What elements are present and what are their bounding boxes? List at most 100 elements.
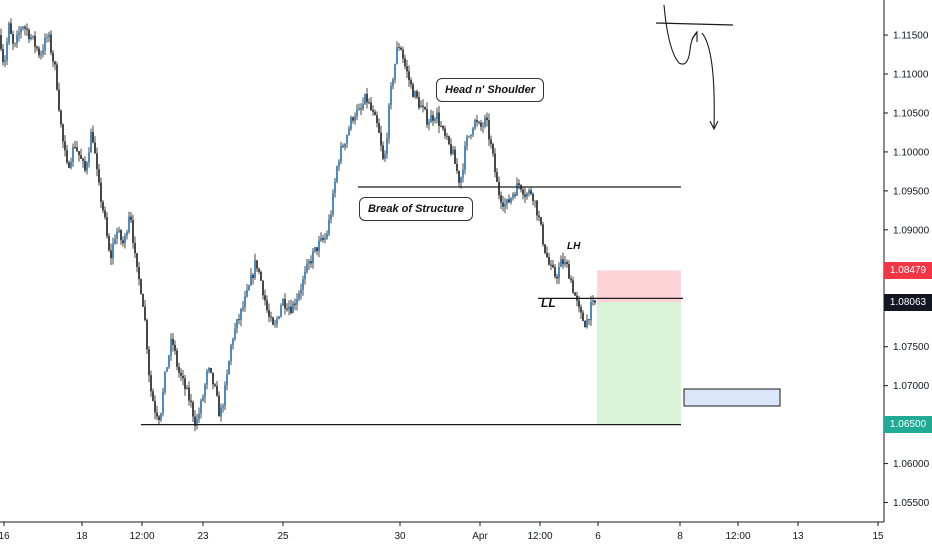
candle-body	[352, 117, 354, 121]
candle-body	[568, 264, 570, 279]
candle-body	[360, 108, 362, 110]
candle-body	[402, 49, 404, 59]
candle-body	[294, 303, 296, 305]
candle-body	[482, 125, 484, 127]
candle-body	[126, 231, 128, 236]
candle-body	[380, 132, 382, 146]
candle-body	[16, 35, 18, 44]
candle-body	[204, 384, 206, 397]
candle-body	[80, 155, 82, 159]
candle-body	[418, 97, 420, 108]
candle-body	[486, 117, 488, 121]
candle-body	[384, 154, 386, 159]
candle-body	[124, 235, 126, 244]
x-tick-label: 23	[197, 531, 209, 542]
candle-body	[40, 54, 42, 56]
candle-body	[140, 279, 142, 295]
candle-body	[478, 121, 480, 123]
candle-body	[0, 35, 2, 50]
candle-body	[444, 128, 446, 136]
candle-body	[28, 29, 30, 40]
y-tick-label: 1.11500	[893, 31, 929, 42]
candle-body	[244, 296, 246, 307]
candle-body	[498, 181, 500, 196]
candle-body	[314, 247, 316, 252]
candle-body	[106, 217, 108, 237]
y-tick-label: 1.09500	[893, 186, 930, 197]
candle-body	[580, 307, 582, 313]
candle-body	[322, 237, 324, 240]
x-tick-label: 15	[872, 531, 884, 542]
candle-body	[160, 413, 162, 420]
candle-body	[504, 203, 506, 207]
candle-body	[406, 66, 408, 72]
x-tick-label: 6	[595, 531, 601, 542]
candle-body	[132, 220, 134, 243]
candle-body	[98, 169, 100, 183]
candle-body	[230, 345, 232, 362]
candle-body	[464, 145, 466, 170]
candle-body	[100, 182, 102, 202]
candle-body	[310, 261, 312, 264]
candle-body	[304, 271, 306, 280]
candle-body	[512, 194, 514, 198]
y-tick-label: 1.07500	[893, 342, 930, 353]
candle-body	[66, 150, 68, 163]
candle-body	[178, 366, 180, 373]
stop-loss-zone	[597, 270, 681, 303]
x-tick-label: 16	[0, 531, 10, 542]
candle-body	[172, 338, 174, 345]
candle-body	[110, 250, 112, 259]
candle-body	[356, 109, 358, 117]
candle-body	[510, 197, 512, 203]
candle-body	[376, 115, 378, 124]
candle-body	[398, 47, 400, 48]
ll-label: LL	[541, 296, 556, 310]
candle-body	[152, 391, 154, 401]
candle-body	[198, 413, 200, 420]
candle-body	[378, 123, 380, 133]
candle-body	[450, 144, 452, 154]
candle-body	[460, 177, 462, 183]
candle-body	[30, 36, 32, 40]
candle-body	[548, 256, 550, 265]
candle-body	[214, 384, 216, 386]
head-shoulder-annotation[interactable]: Head n' Shoulder	[436, 78, 545, 102]
candle-body	[128, 216, 130, 232]
candle-body	[442, 126, 444, 129]
candle-body	[174, 344, 176, 351]
candle-body	[564, 261, 566, 265]
candle-body	[282, 298, 284, 306]
break-of-structure-annotation[interactable]: Break of Structure	[359, 197, 473, 221]
candle-body	[200, 400, 202, 414]
x-tick-label: 30	[394, 531, 406, 542]
candle-body	[472, 128, 474, 135]
candle-body	[270, 316, 272, 318]
candle-body	[286, 308, 288, 310]
candle-body	[354, 116, 356, 121]
candle-body	[500, 195, 502, 203]
candle-body	[196, 419, 198, 426]
candle-body	[156, 412, 158, 417]
candle-body	[312, 251, 314, 264]
candle-body	[550, 264, 552, 266]
candle-body	[278, 316, 280, 319]
candle-body	[524, 194, 526, 197]
candle-body	[440, 126, 442, 127]
candle-body	[308, 261, 310, 264]
candle-body	[290, 306, 292, 314]
candle-body	[4, 60, 6, 63]
candle-body	[476, 120, 478, 122]
candle-body	[374, 111, 376, 116]
candle-body	[492, 144, 494, 154]
candle-body	[220, 407, 222, 417]
candle-body	[408, 71, 410, 81]
candle-body	[368, 102, 370, 104]
candle-body	[190, 400, 192, 403]
candle-body	[324, 238, 326, 240]
candle-body	[574, 292, 576, 296]
y-tick-label: 1.10500	[893, 108, 930, 119]
target-box	[683, 388, 781, 407]
candle-body	[336, 166, 338, 182]
candle-body	[228, 361, 230, 375]
